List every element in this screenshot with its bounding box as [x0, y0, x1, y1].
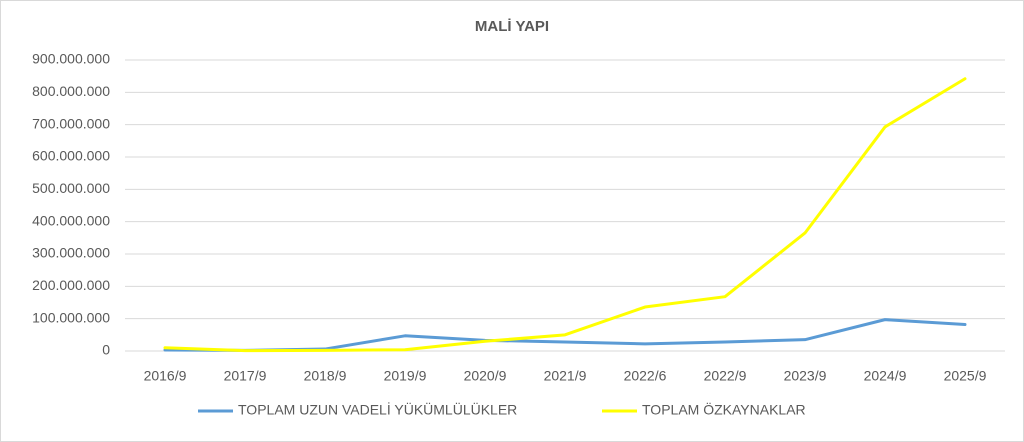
line-series [163, 77, 967, 353]
y-tick-label: 600.000.000 [32, 148, 110, 164]
chart-title: MALİ YAPI [475, 18, 549, 35]
y-tick-label: 700.000.000 [32, 115, 110, 131]
x-tick-label: 2018/9 [304, 368, 347, 384]
y-tick-label: 300.000.000 [32, 245, 110, 261]
y-tick-label: 900.000.000 [32, 51, 110, 67]
x-tick-label: 2019/9 [384, 368, 427, 384]
x-tick-label: 2017/9 [224, 368, 267, 384]
y-tick-label: 500.000.000 [32, 180, 110, 196]
x-tick-label: 2025/9 [944, 368, 987, 384]
x-tick-label: 2022/6 [624, 368, 667, 384]
y-tick-label: 800.000.000 [32, 83, 110, 99]
legend-label: TOPLAM UZUN VADELİ YÜKÜMLÜLÜKLER [238, 401, 517, 418]
x-tick-label: 2023/9 [784, 368, 827, 384]
x-tick-label: 2024/9 [864, 368, 907, 384]
y-tick-label: 0 [102, 342, 110, 358]
y-tick-label: 100.000.000 [32, 309, 110, 325]
x-tick-label: 2021/9 [544, 368, 587, 384]
x-tick-label: 2016/9 [144, 368, 187, 384]
legend-label: TOPLAM ÖZKAYNAKLAR [642, 401, 806, 418]
x-tick-label: 2022/9 [704, 368, 747, 384]
y-tick-label: 400.000.000 [32, 212, 110, 228]
x-tick-label: 2020/9 [464, 368, 507, 384]
y-tick-label: 200.000.000 [32, 277, 110, 293]
